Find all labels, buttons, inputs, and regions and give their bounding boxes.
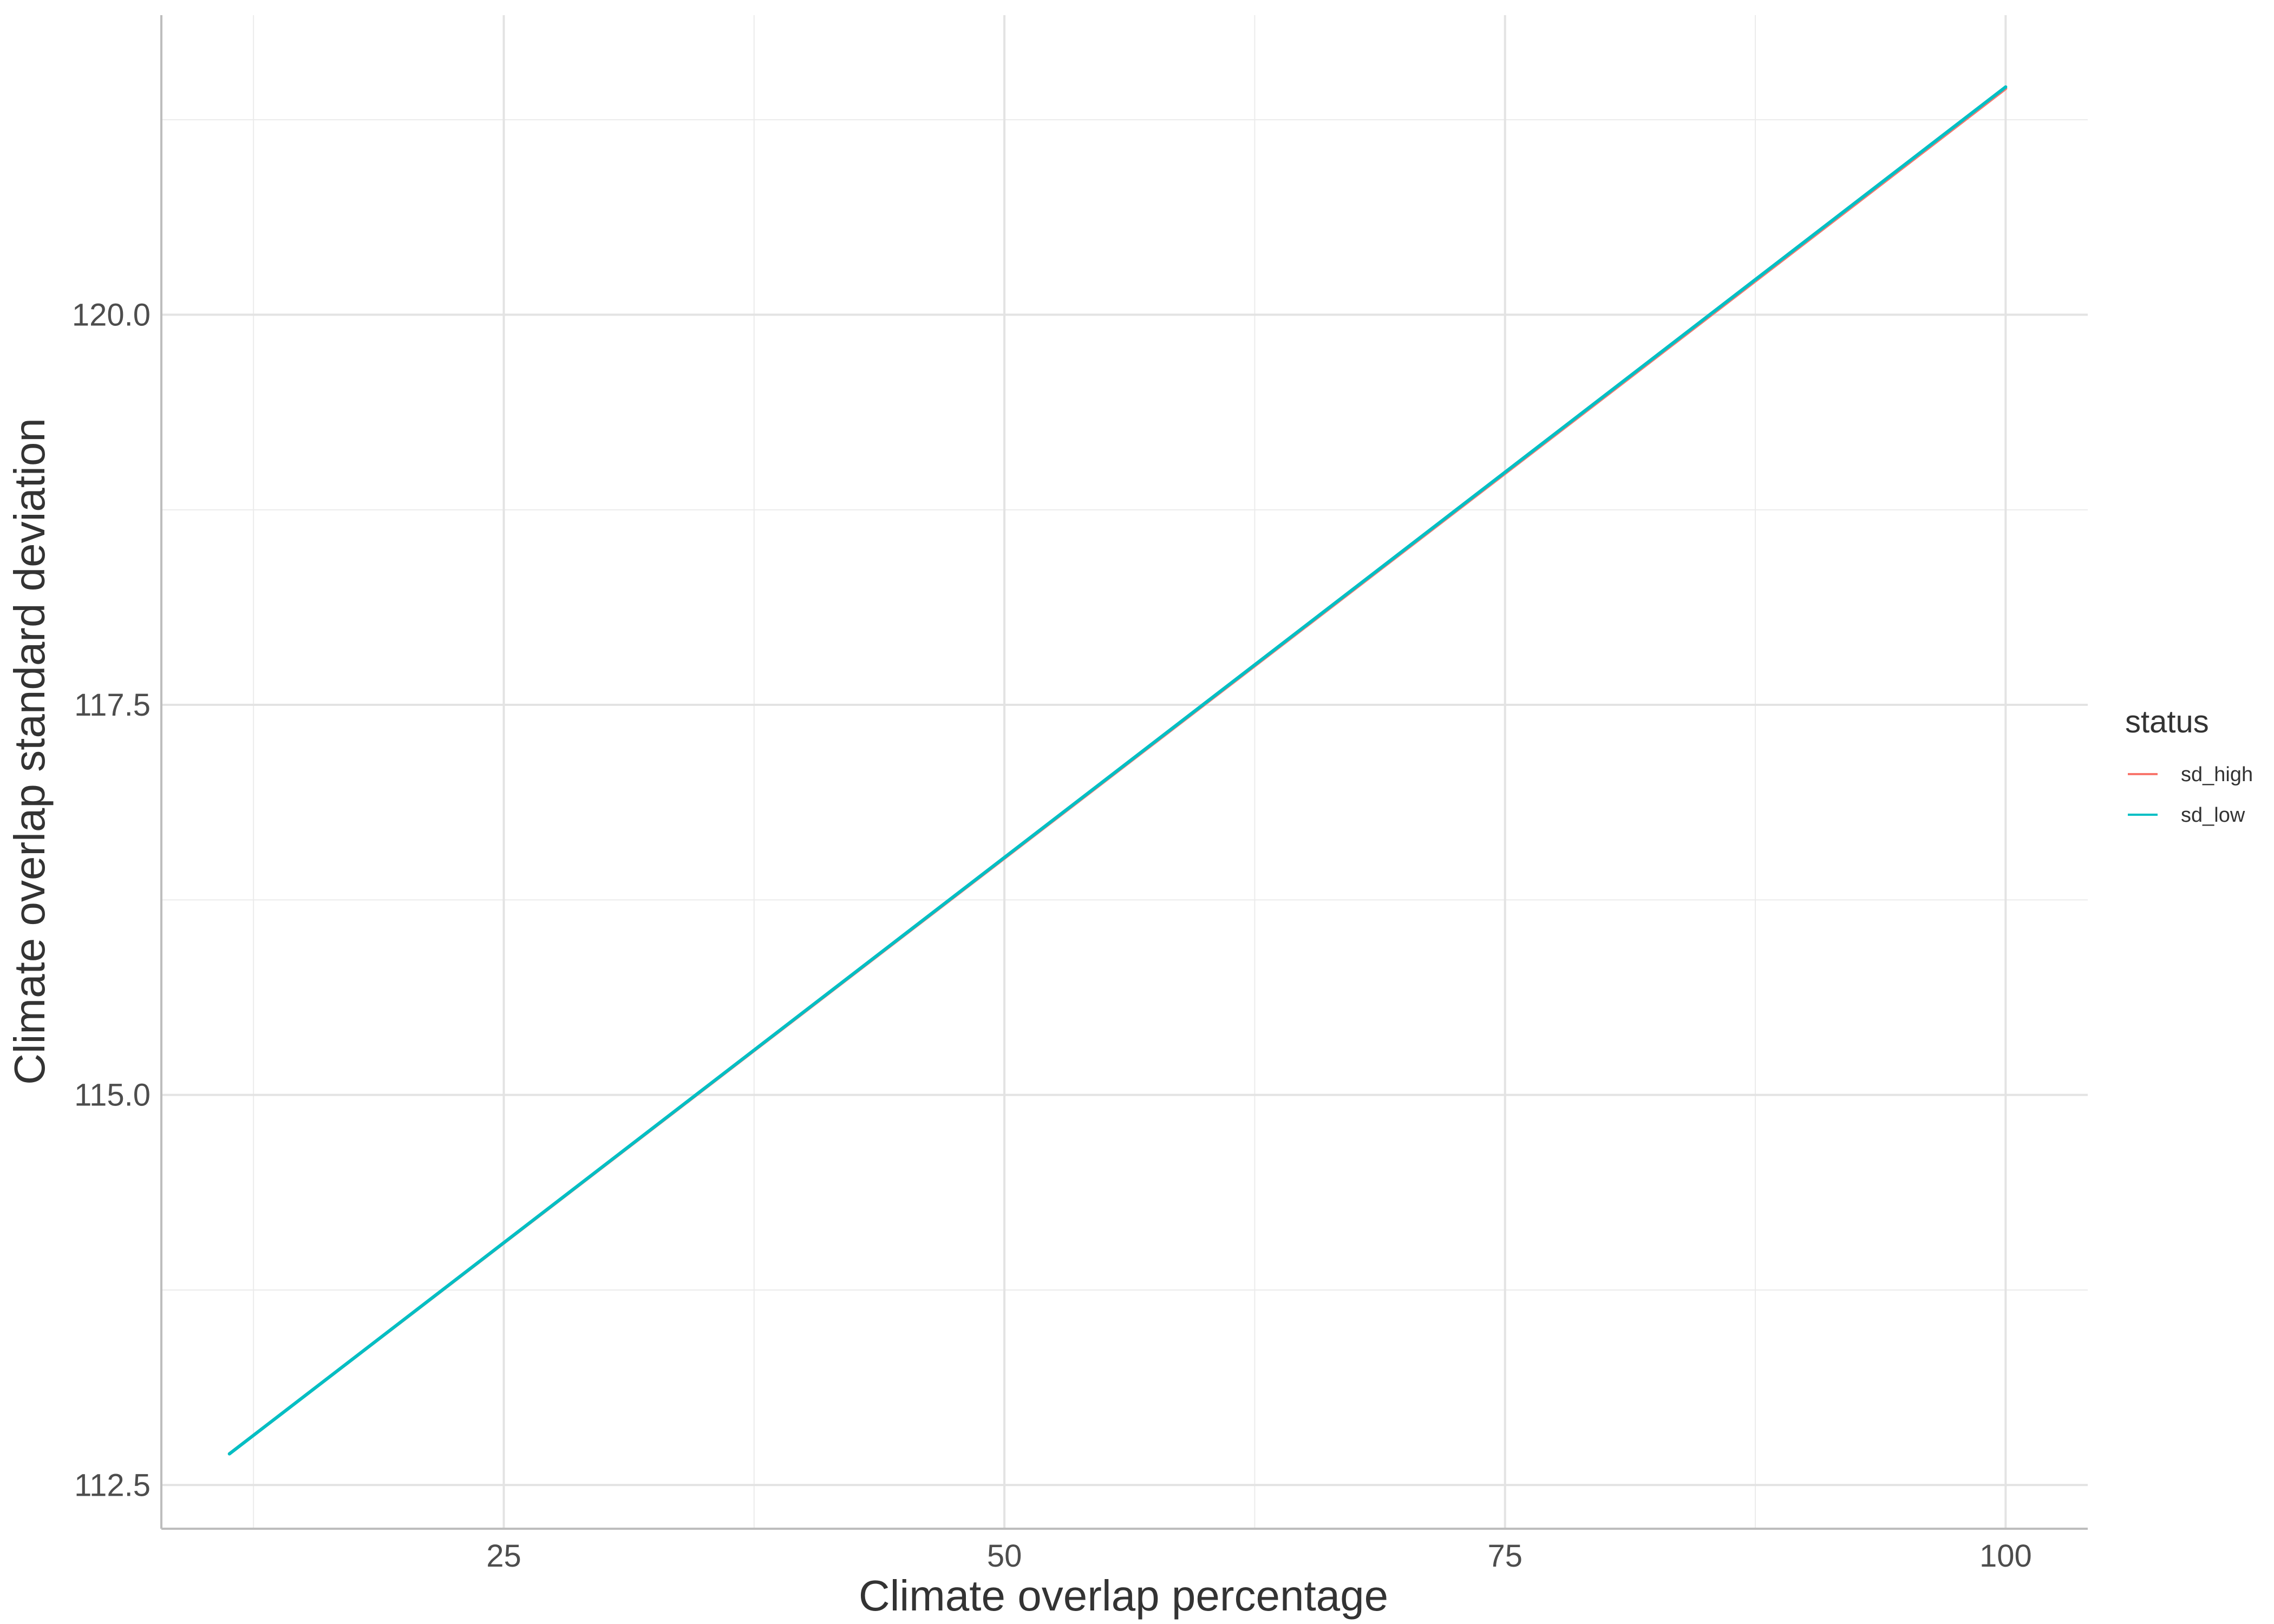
y-tick-label: 117.5	[74, 687, 151, 723]
legend-items: sd_high sd_low	[2128, 763, 2253, 827]
x-tick-label: 25	[486, 1538, 521, 1574]
legend-label-sd-low: sd_low	[2181, 804, 2245, 827]
x-axis-title: Climate overlap percentage	[859, 1571, 1388, 1620]
gridlines	[161, 15, 2088, 1529]
x-tick-label: 50	[987, 1538, 1022, 1574]
legend-title: status	[2125, 704, 2209, 739]
y-tick-label: 120.0	[72, 297, 151, 332]
x-tick-label: 100	[1979, 1538, 2032, 1574]
axes	[160, 15, 2088, 1530]
legend: status sd_high sd_low	[2125, 704, 2253, 827]
y-tick-label: 115.0	[74, 1078, 151, 1113]
x-tick-labels: 25 50 75 100	[486, 1538, 2032, 1574]
series-line-sd-low	[227, 85, 2008, 1456]
y-tick-labels: 112.5 115.0 117.5 120.0	[72, 297, 151, 1503]
y-tick-label: 112.5	[74, 1468, 151, 1503]
y-axis-title: Climate overlap standard deviation	[5, 418, 54, 1085]
x-tick-label: 75	[1487, 1538, 1522, 1574]
legend-label-sd-high: sd_high	[2181, 763, 2253, 786]
series-lines	[227, 85, 2008, 1456]
